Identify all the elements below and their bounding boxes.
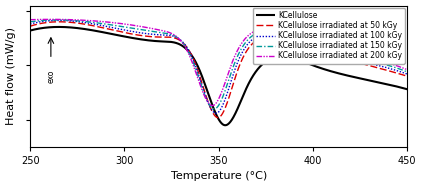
KCellulose irradiated at 50 kGy <box>172 37 177 39</box>
KCellulose irradiated at 150 kGy <box>172 35 177 37</box>
Line: KCellulose irradiated at 150 kGy: KCellulose irradiated at 150 kGy <box>30 20 407 109</box>
KCellulose irradiated at 200 kGy <box>71 19 76 21</box>
KCellulose <box>223 124 228 126</box>
KCellulose irradiated at 100 kGy <box>93 23 98 25</box>
KCellulose irradiated at 200 kGy <box>93 20 98 22</box>
Line: KCellulose irradiated at 100 kGy: KCellulose irradiated at 100 kGy <box>30 20 407 113</box>
Text: exo: exo <box>46 69 55 82</box>
Line: KCellulose irradiated at 50 kGy: KCellulose irradiated at 50 kGy <box>30 22 407 118</box>
KCellulose irradiated at 150 kGy <box>357 58 362 60</box>
KCellulose irradiated at 50 kGy <box>93 25 98 27</box>
KCellulose irradiated at 150 kGy <box>405 71 410 73</box>
KCellulose irradiated at 50 kGy <box>405 75 410 77</box>
KCellulose irradiated at 150 kGy <box>55 19 60 21</box>
KCellulose irradiated at 100 kGy <box>405 73 410 75</box>
KCellulose irradiated at 200 kGy <box>398 66 403 68</box>
KCellulose irradiated at 150 kGy <box>398 68 403 70</box>
KCellulose irradiated at 50 kGy <box>71 22 76 24</box>
KCellulose irradiated at 150 kGy <box>189 56 194 59</box>
KCellulose irradiated at 100 kGy <box>71 20 76 22</box>
KCellulose irradiated at 150 kGy <box>93 22 98 24</box>
KCellulose irradiated at 200 kGy <box>172 34 177 36</box>
KCellulose irradiated at 150 kGy <box>27 21 32 23</box>
KCellulose irradiated at 200 kGy <box>405 69 410 71</box>
Legend: KCellulose, KCellulose irradiated at 50 kGy, KCellulose irradiated at 100 kGy, K: KCellulose, KCellulose irradiated at 50 … <box>253 8 405 64</box>
KCellulose irradiated at 200 kGy <box>357 55 362 58</box>
KCellulose irradiated at 200 kGy <box>210 105 215 107</box>
Line: KCellulose irradiated at 200 kGy: KCellulose irradiated at 200 kGy <box>30 19 407 106</box>
KCellulose <box>357 77 362 79</box>
KCellulose irradiated at 50 kGy <box>189 53 194 55</box>
KCellulose irradiated at 200 kGy <box>189 59 194 61</box>
X-axis label: Temperature (°C): Temperature (°C) <box>170 171 267 181</box>
KCellulose irradiated at 100 kGy <box>214 112 219 114</box>
KCellulose <box>189 53 194 56</box>
KCellulose irradiated at 100 kGy <box>189 54 194 56</box>
KCellulose irradiated at 50 kGy <box>27 25 32 27</box>
KCellulose irradiated at 50 kGy <box>57 21 62 23</box>
KCellulose irradiated at 100 kGy <box>398 70 403 73</box>
KCellulose irradiated at 50 kGy <box>216 117 221 119</box>
KCellulose irradiated at 150 kGy <box>212 108 217 110</box>
KCellulose <box>56 26 61 28</box>
KCellulose irradiated at 100 kGy <box>172 36 177 38</box>
Line: KCellulose: KCellulose <box>30 27 407 125</box>
KCellulose <box>93 30 98 32</box>
KCellulose <box>27 29 32 32</box>
KCellulose irradiated at 200 kGy <box>27 19 32 21</box>
KCellulose irradiated at 100 kGy <box>357 60 362 62</box>
KCellulose irradiated at 100 kGy <box>27 23 32 25</box>
KCellulose irradiated at 50 kGy <box>357 62 362 64</box>
KCellulose <box>405 88 410 90</box>
KCellulose <box>71 27 76 29</box>
KCellulose irradiated at 200 kGy <box>49 18 54 20</box>
KCellulose irradiated at 100 kGy <box>57 19 62 22</box>
Y-axis label: Heat flow (mW/g): Heat flow (mW/g) <box>5 27 16 125</box>
KCellulose irradiated at 50 kGy <box>398 73 403 75</box>
KCellulose irradiated at 150 kGy <box>71 19 76 22</box>
KCellulose <box>398 86 403 88</box>
KCellulose <box>172 42 177 44</box>
